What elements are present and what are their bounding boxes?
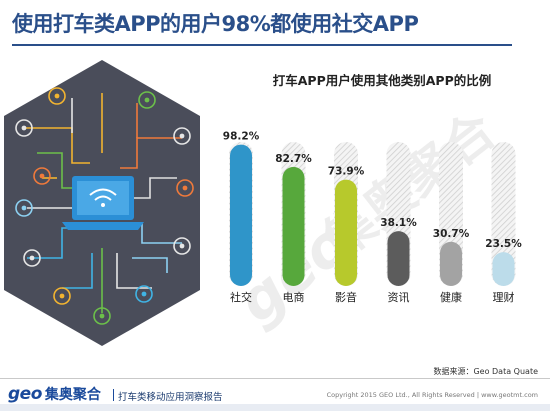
circuit-line: [132, 257, 168, 273]
circuit-line: [120, 177, 177, 199]
gear-icon: [176, 179, 194, 197]
music-icon: [23, 249, 41, 267]
logo-cn-text: 集奥聚合: [44, 387, 101, 403]
data-label: 98.2%: [223, 131, 260, 143]
circuit-line: [62, 253, 93, 289]
page-title: 使用打车类APP的用户98%都使用社交APP: [12, 12, 419, 36]
mail-icon: [173, 127, 191, 145]
bar-电商: [282, 166, 305, 286]
bar-社交: [230, 144, 252, 286]
footer-separator: [113, 389, 114, 401]
bar-健康: [440, 241, 462, 286]
wifi-icon: [15, 119, 33, 137]
data-label: 38.1%: [380, 217, 417, 229]
data-source: 数据来源：Geo Data Quate: [433, 367, 538, 376]
globe-icon: [135, 285, 153, 303]
cloud-icon: [93, 307, 111, 325]
phone-icon: [48, 87, 66, 105]
company-logo: geo 集奥聚合: [8, 384, 101, 404]
title-divider: [12, 44, 512, 46]
circuit-line: [22, 127, 90, 164]
bar-background: [491, 142, 516, 286]
data-label: 30.7%: [433, 228, 470, 240]
bar-影音: [335, 179, 357, 286]
category-label: 影音: [335, 290, 357, 304]
data-label: 82.7%: [275, 153, 312, 165]
data-label: 23.5%: [485, 238, 522, 250]
person-icon: [53, 287, 71, 305]
copyright: Copyright 2015 GEO Ltd., All Rights Rese…: [326, 391, 538, 399]
bar-chart: 98.2% 社交 82.7% 电商 73.9% 影音 38.1% 资讯 30.7% 健康 23.5%…: [223, 131, 522, 304]
camera-icon: [15, 199, 33, 217]
category-label: 电商: [283, 290, 305, 304]
category-label: 资讯: [388, 291, 410, 304]
footer-divider: [0, 378, 550, 379]
bar-资讯: [387, 231, 410, 286]
lock-icon: [33, 167, 51, 185]
chat-icon: [138, 91, 156, 109]
category-label: 社交: [230, 290, 252, 304]
tablet-icon: [173, 237, 191, 255]
data-label: 73.9%: [328, 166, 365, 178]
category-label: 健康: [440, 290, 462, 304]
logo-geo-text: geo: [8, 384, 42, 404]
bar-理财: [492, 252, 515, 286]
footer-strip: [0, 404, 550, 411]
report-title: 打车类移动应用洞察报告: [118, 392, 223, 403]
laptop-icon: [62, 176, 144, 230]
tech-hexagon-illustration: [4, 60, 200, 346]
circuit-line: [120, 137, 182, 169]
chart-title: 打车APP用户使用其他类别APP的比例: [272, 73, 492, 88]
circuit-line: [116, 253, 152, 289]
category-label: 理财: [493, 290, 515, 304]
